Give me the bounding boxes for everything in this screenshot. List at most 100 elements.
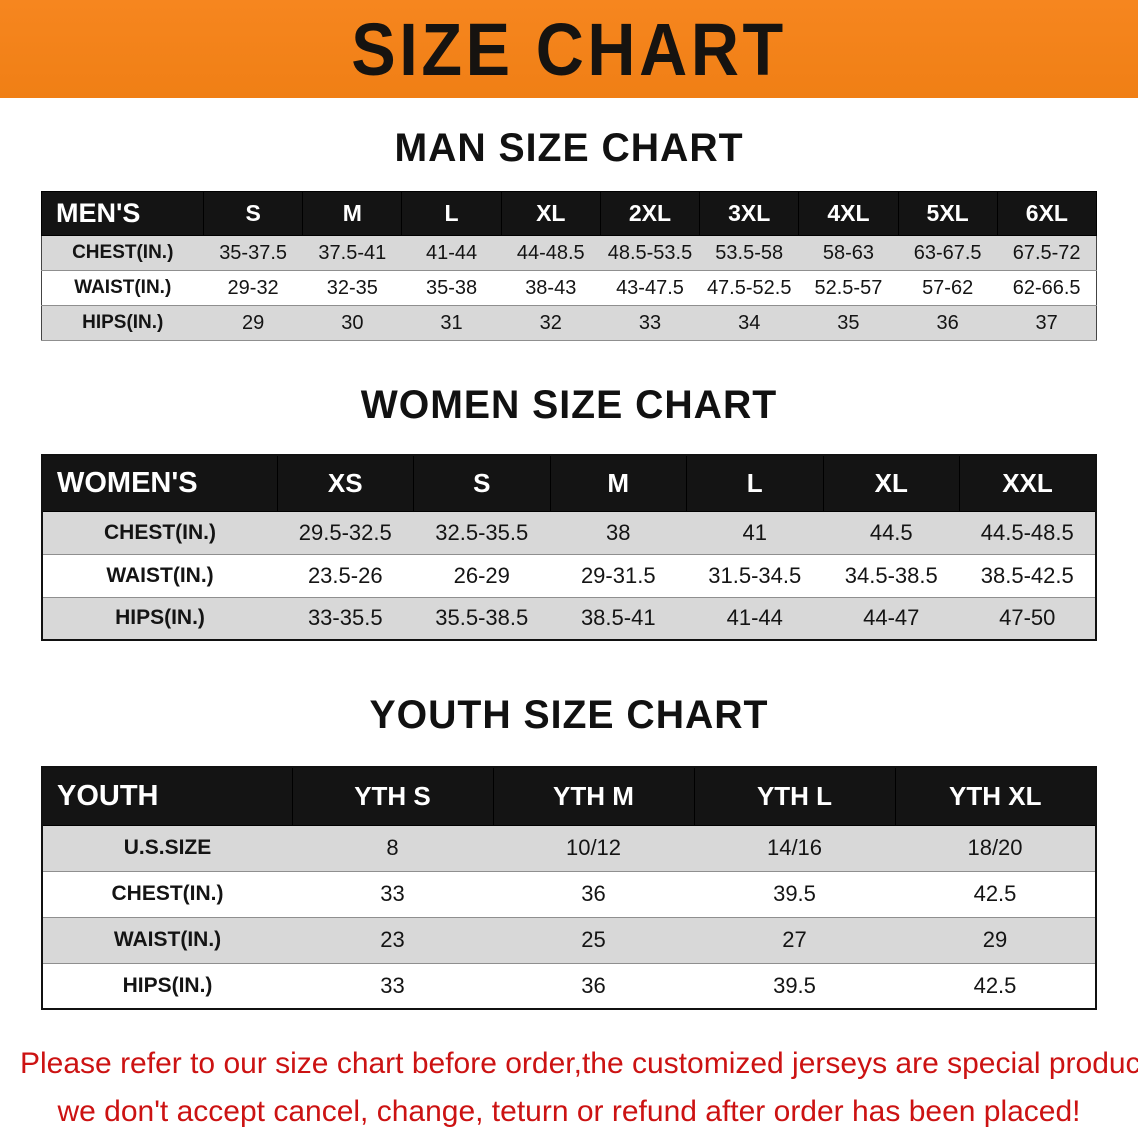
value-cell: 37.5-41 [302,235,402,271]
value-cell: 35-38 [401,270,502,306]
value-cell: 8 [292,824,493,872]
table-row: CHEST(IN.) 35-37.5 37.5-41 41-44 44-48.5 48.5… [41,235,1097,271]
value-cell: 31 [401,305,502,341]
value-cell: 23 [292,916,493,964]
row-label: WAIST(IN.) [41,270,204,306]
value-cell: 29-31.5 [550,553,687,598]
value-cell: 44-48.5 [501,235,601,271]
value-cell: 39.5 [694,962,895,1010]
value-cell: 36 [898,305,998,341]
row-label: HIPS(IN.) [41,305,204,341]
value-cell: 43-47.5 [600,270,700,306]
men-table-body: CHEST(IN.) 35-37.5 37.5-41 41-44 44-48.5 48.5… [41,235,1097,341]
value-cell: 53.5-58 [699,235,799,271]
value-cell: 29-32 [203,270,303,306]
value-cell: 57-62 [898,270,998,306]
value-cell: 37 [997,305,1097,341]
column-header: XXL [959,454,1097,512]
value-cell: 52.5-57 [798,270,899,306]
disclaimer-line-2: we don't accept cancel, change, teturn o… [57,1095,1081,1128]
column-header: XL [500,191,601,236]
column-header: M [302,191,403,236]
corner-label: YOUTH [41,766,293,826]
value-cell: 23.5-26 [277,553,414,598]
banner-title: SIZE CHART [351,7,787,91]
value-cell: 41-44 [686,596,823,641]
value-cell: 38 [550,510,687,555]
value-cell: 29 [895,916,1096,964]
value-cell: 63-67.5 [898,235,998,271]
table-row: HIPS(IN.) 33-35.5 35.5-38.5 38.5-41 41-44 44-… [42,596,1096,641]
column-header: L [401,191,502,236]
column-header: YTH M [492,766,695,826]
table-row: WAIST(IN.) 29-32 32-35 35-38 38-43 43-47.5 47.… [41,270,1097,306]
women-section-heading: WOMEN SIZE CHART [360,383,778,427]
value-cell: 41-44 [401,235,502,271]
header-row: MEN'S S M L XL 2XL 3XL 4XL 5XL 6XL [41,191,1098,236]
table-row: HIPS(IN.) 33 36 39.5 42.5 [42,962,1096,1010]
value-cell: 29.5-32.5 [277,510,414,555]
corner-label: MEN'S [41,191,204,236]
men-table-head: MEN'S S M L XL 2XL 3XL 4XL 5XL 6XL [41,191,1098,236]
value-cell: 14/16 [694,824,895,872]
value-cell: 30 [302,305,402,341]
value-cell: 34.5-38.5 [823,553,960,598]
column-header: S [202,191,304,236]
value-cell: 36 [493,962,694,1010]
column-header: 5XL [897,191,998,236]
column-header: 6XL [996,191,1098,236]
value-cell: 38.5-41 [550,596,687,641]
men-size-table: MEN'S S M L XL 2XL 3XL 4XL 5XL 6XL CHEST(IN.) 35-3… [41,191,1098,341]
value-cell: 36 [493,870,694,918]
value-cell: 38-43 [501,270,601,306]
column-header: YTH XL [894,766,1097,826]
youth-section-heading: YOUTH SIZE CHART [369,693,769,737]
value-cell: 31.5-34.5 [686,553,823,598]
row-label: CHEST(IN.) [41,235,204,271]
value-cell: 42.5 [895,962,1096,1010]
women-size-table: WOMEN'S XS S M L XL XXL CHEST(IN.) 29.5-32.5 32.… [41,454,1097,641]
value-cell: 44.5 [823,510,960,555]
value-cell: 67.5-72 [997,235,1097,271]
table-row: WAIST(IN.) 23 25 27 29 [42,916,1096,964]
column-header: XS [276,454,414,512]
value-cell: 62-66.5 [997,270,1097,306]
row-label: HIPS(IN.) [42,596,277,641]
row-label: WAIST(IN.) [42,916,292,964]
women-size-section: WOMEN SIZE CHART WOMEN'S XS S M L XL XXL CHEST… [0,383,1138,641]
value-cell: 44-47 [823,596,960,641]
value-cell: 39.5 [694,870,895,918]
corner-label: WOMEN'S [41,454,278,512]
value-cell: 27 [694,916,895,964]
value-cell: 58-63 [798,235,899,271]
value-cell: 35-37.5 [203,235,303,271]
value-cell: 48.5-53.5 [600,235,700,271]
column-header: L [686,454,824,512]
row-label: HIPS(IN.) [42,962,292,1010]
row-label: U.S.SIZE [42,824,292,872]
value-cell: 47-50 [959,596,1096,641]
column-header: S [413,454,551,512]
value-cell: 33 [292,870,493,918]
value-cell: 35 [798,305,899,341]
table-row: CHEST(IN.) 29.5-32.5 32.5-35.5 38 41 44.5 44.5… [42,510,1096,555]
table-row: WAIST(IN.) 23.5-26 26-29 29-31.5 31.5-34.5 34… [42,553,1096,598]
header-row: YOUTH YTH S YTH M YTH L YTH XL [41,766,1097,826]
column-header: M [549,454,687,512]
table-row: HIPS(IN.) 29 30 31 32 33 34 35 36 37 [41,305,1097,341]
value-cell: 41 [686,510,823,555]
value-cell: 10/12 [493,824,694,872]
table-row: CHEST(IN.) 33 36 39.5 42.5 [42,870,1096,918]
row-label: CHEST(IN.) [42,510,277,555]
value-cell: 38.5-42.5 [959,553,1096,598]
row-label: CHEST(IN.) [42,870,292,918]
men-section-heading: MAN SIZE CHART [394,126,744,170]
value-cell: 44.5-48.5 [959,510,1096,555]
column-header: YTH S [291,766,494,826]
disclaimer-line-1: Please refer to our size chart before or… [20,1047,1138,1080]
value-cell: 42.5 [895,870,1096,918]
youth-size-table: YOUTH YTH S YTH M YTH L YTH XL U.S.SIZE 8 10/1… [41,766,1097,1010]
column-header: YTH L [693,766,896,826]
value-cell: 25 [493,916,694,964]
